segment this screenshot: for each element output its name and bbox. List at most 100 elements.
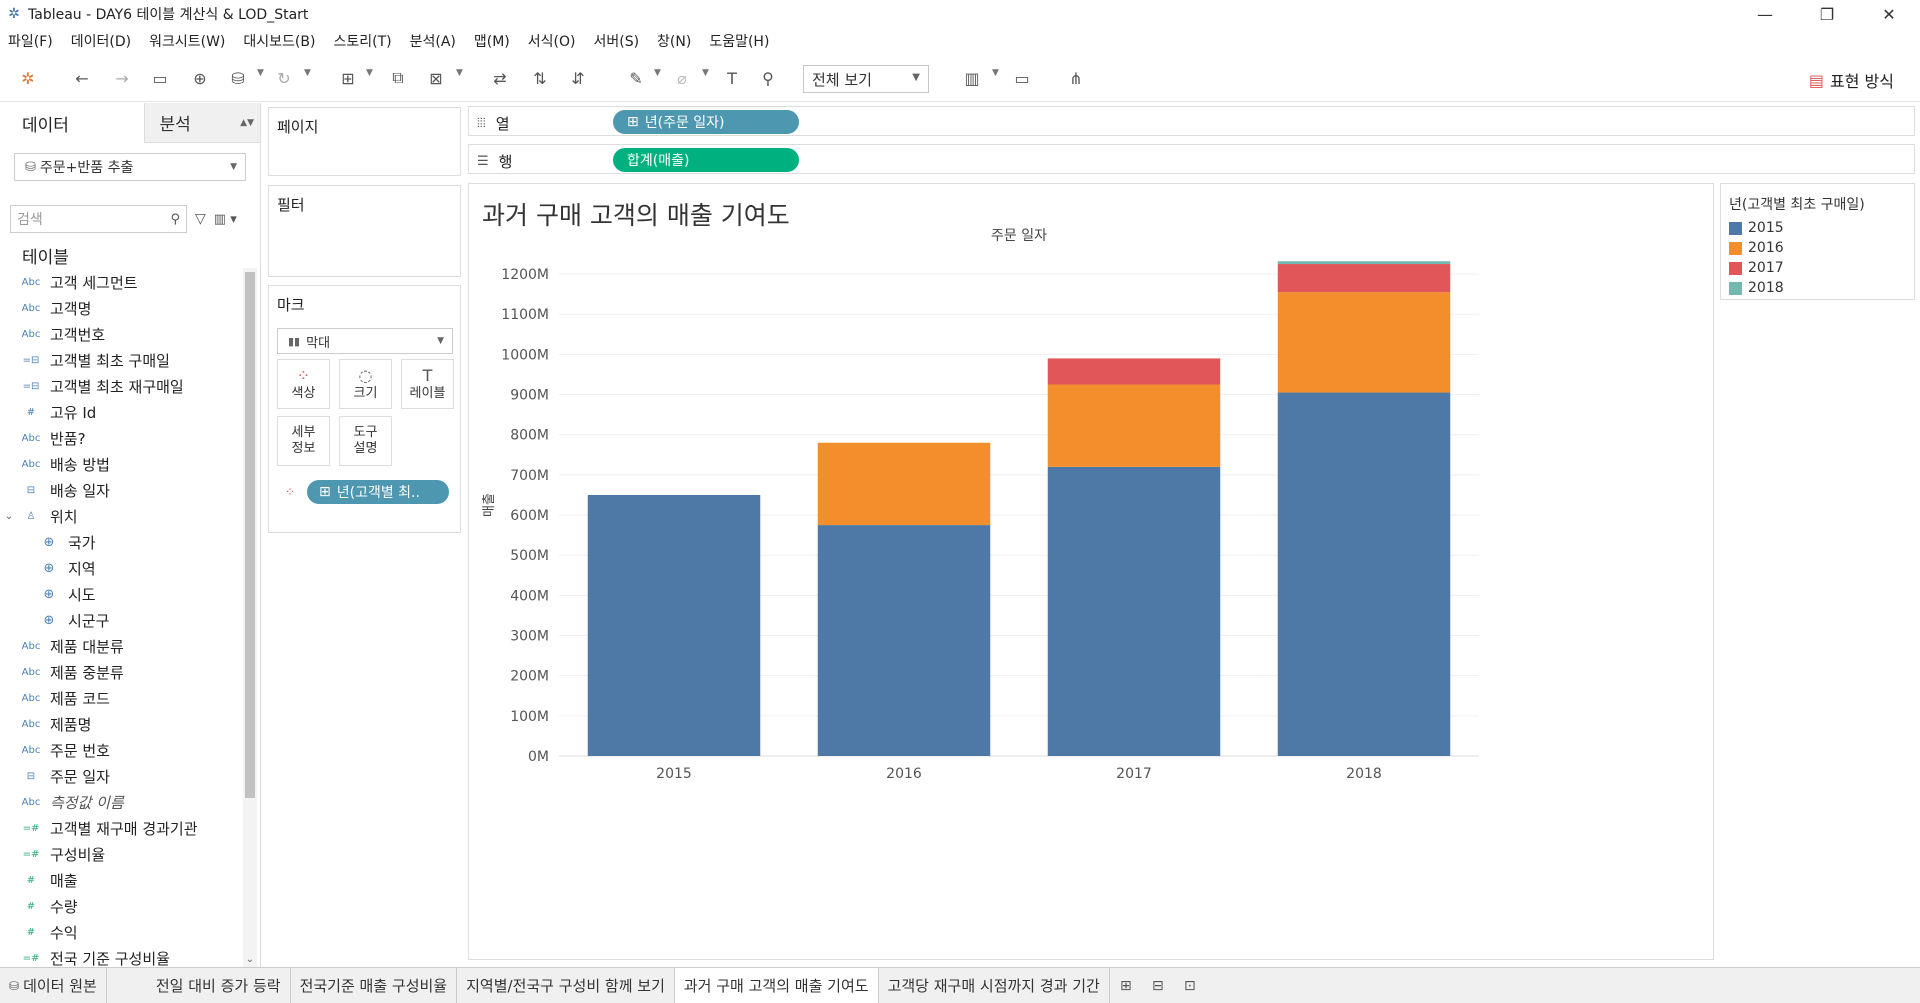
new-story-icon[interactable]: ⊡ [1183, 977, 1196, 994]
show-cards-icon[interactable]: ▥ [964, 68, 980, 88]
sheet-tab-active[interactable]: 과거 구매 고객의 매출 기여도 [674, 967, 879, 1003]
field-item[interactable]: =# 고객별 재구매 경과기관 [0, 815, 243, 841]
field-item[interactable]: =# 구성비율 [0, 841, 243, 867]
menu-help[interactable]: 도움말(H) [709, 34, 770, 50]
sheet-tab[interactable]: 지역별/전국구 구성비 함께 보기 [457, 967, 675, 1003]
chevron-down-icon[interactable]: ▼ [257, 68, 264, 78]
presentation-mode-icon[interactable]: ▭ [1014, 68, 1030, 88]
field-item[interactable]: ⊕ 시군구 [0, 607, 243, 633]
field-item[interactable]: # 수량 [0, 893, 243, 919]
undo-icon[interactable]: ← [75, 68, 89, 88]
close-icon[interactable]: ✕ [1882, 4, 1896, 24]
swap-rows-columns-icon[interactable]: ⇄ [493, 68, 507, 88]
chevron-down-icon[interactable]: ⌄ [4, 510, 14, 522]
field-item[interactable]: =⊟ 고객별 최초 구매일 [0, 347, 243, 373]
legend-item[interactable]: 2017 [1729, 260, 1784, 276]
sort-ascending-icon[interactable]: ⇅ [533, 68, 547, 88]
share-icon[interactable]: ⋔ [1069, 68, 1083, 88]
detail-button[interactable]: 세부 정보 [277, 416, 330, 466]
chevron-down-icon[interactable]: ▼ [702, 68, 709, 78]
field-item[interactable]: Abc 반품? [0, 425, 243, 451]
sheet-tab[interactable]: 고객당 재구매 시점까지 경과 기간 [879, 967, 1110, 1003]
pages-shelf[interactable]: 페이지 [268, 107, 461, 176]
menu-worksheet[interactable]: 워크시트(W) [149, 34, 226, 50]
filter-icon[interactable]: ▽ [195, 211, 206, 227]
chevron-down-icon[interactable]: ⌄ [245, 954, 255, 965]
refresh-icon[interactable]: ↻ [277, 68, 291, 88]
menu-analysis[interactable]: 분석(A) [409, 34, 456, 50]
color-legend[interactable]: 년(고객별 최초 구매일) 2015 2016 2017 2018 [1720, 183, 1915, 300]
color-button[interactable]: ⁘ 색상 [277, 359, 330, 409]
field-item[interactable]: Abc 배송 방법 [0, 451, 243, 477]
fix-axes-icon[interactable]: ⚲ [762, 68, 774, 88]
legend-item[interactable]: 2016 [1729, 240, 1784, 256]
columns-shelf[interactable]: ⦙⦙⦙ 열 ⊞ 년(주문 일자) [468, 106, 1915, 136]
pause-updates-icon[interactable]: ⛁ [231, 68, 245, 88]
menu-data[interactable]: 데이터(D) [70, 34, 132, 50]
field-item[interactable]: Abc 고객 세그먼트 [0, 269, 243, 295]
tab-data[interactable]: 데이터 [0, 103, 145, 143]
menu-format[interactable]: 서식(O) [527, 34, 576, 50]
show-me-button[interactable]: ▤ 표현 방식 [1809, 68, 1894, 92]
restore-icon[interactable]: ❐ [1819, 4, 1835, 24]
menu-window[interactable]: 창(N) [657, 34, 692, 50]
field-item[interactable]: ⊟ 주문 일자 [0, 763, 243, 789]
field-item[interactable]: Abc 측정값 이름 [0, 789, 243, 815]
tableau-home-icon[interactable]: ✲ [21, 68, 35, 88]
field-list-scrollbar[interactable]: ⌄ [243, 268, 257, 968]
field-item[interactable]: Abc 제품 중분류 [0, 659, 243, 685]
tooltip-button[interactable]: 도구 설명 [339, 416, 392, 466]
field-item[interactable]: # 고유 Id [0, 399, 243, 425]
field-item[interactable]: ⊕ 지역 [0, 555, 243, 581]
search-input[interactable]: 검색 ⚲ [10, 205, 187, 233]
menu-dashboard[interactable]: 대시보드(B) [243, 34, 316, 50]
menu-map[interactable]: 맵(M) [473, 34, 510, 50]
rows-pill[interactable]: 합계(매출) [613, 148, 799, 172]
minimize-icon[interactable]: — [1757, 4, 1773, 24]
datasource-select[interactable]: ⛁ 주문+반품 추출 ▼ [14, 153, 246, 181]
legend-item[interactable]: 2018 [1729, 280, 1784, 296]
viz-area[interactable]: 과거 구매 고객의 매출 기여도 0M 100M 200M 300M 400M 500M 6… [468, 183, 1714, 960]
chevron-down-icon[interactable]: ▼ [366, 68, 373, 78]
field-item[interactable]: ⊕ 시도 [0, 581, 243, 607]
tab-data-source[interactable]: ⛁ 데이터 원본 [0, 967, 107, 1003]
field-item[interactable]: # 수익 [0, 919, 243, 945]
rows-shelf[interactable]: ☰ 행 합계(매출) [468, 144, 1915, 174]
field-item[interactable]: Abc 제품명 [0, 711, 243, 737]
field-item[interactable]: =# 전국 기준 구성비율 [0, 945, 243, 969]
field-item[interactable]: # 매출 [0, 867, 243, 893]
group-members-icon[interactable]: ⌀ [677, 68, 687, 88]
field-item[interactable]: Abc 제품 코드 [0, 685, 243, 711]
save-icon[interactable]: ▭ [152, 68, 168, 88]
show-mark-labels-icon[interactable]: T [727, 68, 737, 88]
new-worksheet-icon[interactable]: ⊞ [1119, 977, 1132, 994]
field-item[interactable]: Abc 고객명 [0, 295, 243, 321]
sheet-tab[interactable]: 전일 대비 증가 등락 [147, 967, 291, 1003]
field-item[interactable]: Abc 제품 대분류 [0, 633, 243, 659]
field-item[interactable]: =⊟ 고객별 최초 재구매일 [0, 373, 243, 399]
columns-pill[interactable]: ⊞ 년(주문 일자) [613, 110, 799, 134]
duplicate-sheet-icon[interactable]: ⧉ [392, 68, 404, 87]
chevron-down-icon[interactable]: ▼ [654, 68, 661, 78]
scrollbar-thumb[interactable] [245, 272, 255, 798]
new-worksheet-icon[interactable]: ⊞ [341, 68, 355, 88]
chevron-down-icon[interactable]: ▼ [992, 68, 999, 78]
sort-descending-icon[interactable]: ⇵ [571, 68, 585, 88]
menu-story[interactable]: 스토리(T) [333, 34, 392, 50]
size-button[interactable]: ◌ 크기 [339, 359, 392, 409]
field-item[interactable]: ⊟ 배송 일자 [0, 477, 243, 503]
stacked-bar-chart[interactable]: 0M 100M 200M 300M 400M 500M 600M 700M 800M 900M 10… [469, 184, 1715, 961]
view-options-icon[interactable]: ▥ ▾ [213, 211, 237, 227]
filters-shelf[interactable]: 필터 [268, 185, 461, 277]
field-item[interactable]: Abc 고객번호 [0, 321, 243, 347]
redo-icon[interactable]: → [115, 68, 129, 88]
field-item[interactable]: ⊕ 국가 [0, 529, 243, 555]
menu-file[interactable]: 파일(F) [8, 34, 53, 50]
color-field-pill[interactable]: ⊞ 년(고객별 최.. [307, 480, 449, 504]
field-item[interactable]: ⌄ ♙ 위치 [0, 503, 243, 529]
field-item[interactable]: Abc 주문 번호 [0, 737, 243, 763]
legend-item[interactable]: 2015 [1729, 220, 1784, 236]
highlight-icon[interactable]: ✎ [629, 68, 643, 88]
sheet-tab[interactable]: 전국기준 매출 구성비율 [291, 967, 458, 1003]
clear-sheet-icon[interactable]: ⊠ [429, 68, 443, 88]
